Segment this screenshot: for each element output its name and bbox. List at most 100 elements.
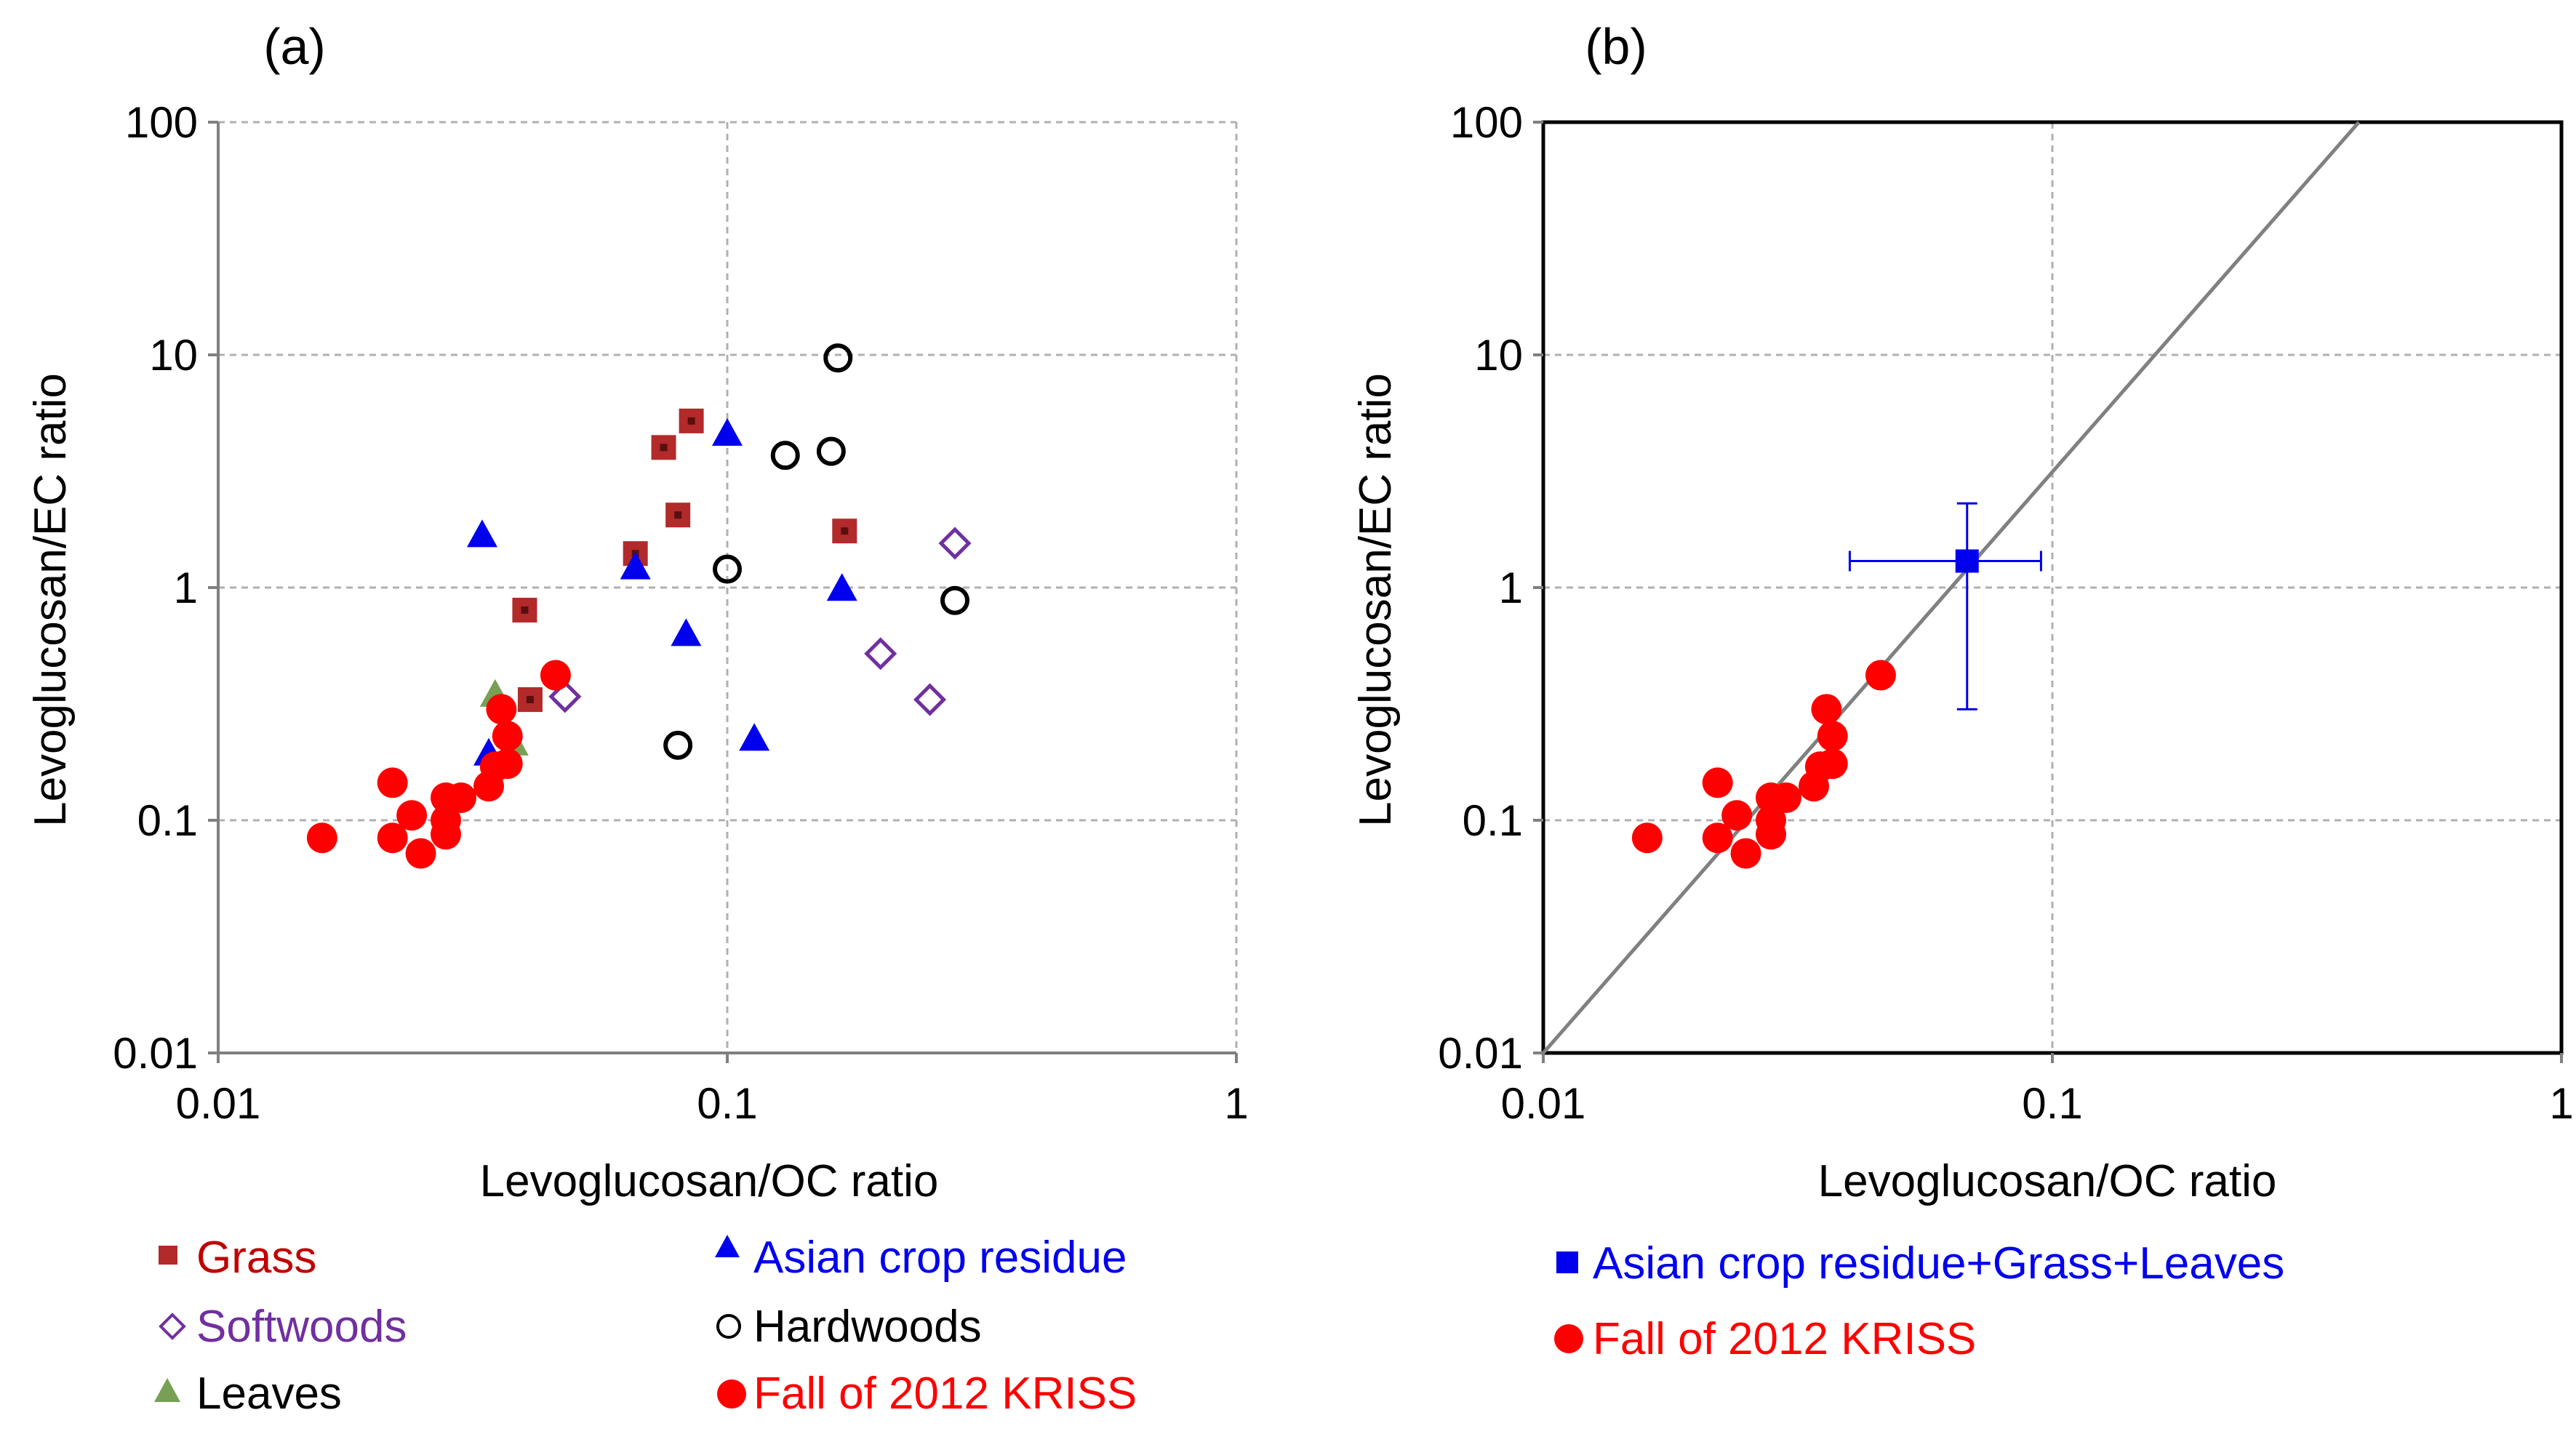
x-tick-label: 1: [1224, 1079, 1248, 1128]
point-softwoods: [938, 526, 972, 560]
legend-kriss-marker-b: [1554, 1324, 1583, 1353]
point-asian-crop-residue: [712, 417, 743, 446]
grid-b: [1543, 121, 2563, 1053]
x-tick-label: 0.01: [176, 1079, 261, 1128]
point-fall-of-2012-kriss: [1817, 748, 1848, 780]
y-tick-label: 100: [1450, 98, 1523, 147]
point-fall-of-2012-kriss: [1817, 721, 1848, 752]
point-fall-of-2012-kriss: [1721, 800, 1753, 831]
marks-b: [1542, 121, 2361, 1054]
x-axis-label-b: Levoglucosan/OC ratio: [1818, 1156, 2277, 1206]
y-tick-label: 0.01: [113, 1029, 198, 1078]
legend-combined-source-label: Asian crop residue+Grass+Leaves: [1593, 1238, 2284, 1289]
point-fall-of-2012-kriss: [540, 660, 571, 691]
point-softwoods: [913, 683, 947, 716]
point-hardwoods: [713, 554, 742, 584]
legend-b: Asian crop residue+Grass+Leaves Fall of …: [1554, 1238, 2284, 1364]
point-asian-crop-residue: [620, 551, 651, 580]
point-hardwoods: [770, 441, 800, 470]
grid-a: [218, 121, 1238, 1053]
point-fall-of-2012-kriss: [1702, 822, 1733, 854]
point-grass-core: [526, 696, 534, 704]
legend-kriss-label-b: Fall of 2012 KRISS: [1593, 1314, 1976, 1364]
point-asian-crop-residue-grass-leaves: [1955, 549, 1979, 573]
x-tick-label: 0.1: [2022, 1079, 2082, 1128]
panel-label-b: (b): [1585, 18, 1647, 75]
legend-a: Grass Asian crop residue Softwoods Hardw…: [154, 1233, 1137, 1419]
legend-asian-crop-residue-marker: [715, 1235, 740, 1257]
y-tick-label: 0.01: [1438, 1029, 1523, 1078]
point-fall-of-2012-kriss: [1811, 694, 1842, 725]
point-fall-of-2012-kriss: [1865, 660, 1896, 691]
point-asian-crop-residue: [466, 519, 497, 548]
point-grass-core: [674, 511, 682, 519]
x-tick-label: 0.01: [1501, 1079, 1586, 1128]
axes-b: [1533, 120, 2564, 1063]
point-softwoods: [548, 680, 582, 713]
series-fall-of-2012-kriss: [306, 660, 571, 869]
point-grass-core: [841, 527, 849, 535]
point-hardwoods: [940, 585, 970, 615]
point-grass-core: [521, 606, 529, 614]
point-fall-of-2012-kriss: [486, 694, 517, 725]
legend-hardwoods-marker: [716, 1314, 741, 1339]
legend-leaves-label: Leaves: [196, 1369, 342, 1419]
point-fall-of-2012-kriss: [492, 748, 523, 780]
point-asian-crop-residue: [739, 723, 770, 751]
point-hardwoods: [816, 436, 846, 466]
point-grass-core: [660, 444, 668, 452]
series-asian-crop-residue: [466, 417, 857, 766]
marks-a: [306, 343, 972, 869]
y-tick-label: 0.1: [1463, 796, 1523, 845]
panel-label-a: (a): [263, 18, 326, 75]
y-axis-label-b: Levoglucosan/EC ratio: [1351, 373, 1401, 827]
series-softwoods: [548, 526, 972, 716]
legend-asian-crop-residue-label: Asian crop residue: [753, 1233, 1127, 1283]
tick-labels-b: 0.01 0.1 1 10 100 0.01 0.1 1: [1438, 98, 2573, 1128]
reference-line-1to1: [1542, 121, 2361, 1054]
point-asian-crop-residue: [671, 618, 702, 646]
y-tick-label: 0.1: [137, 796, 198, 845]
y-tick-label: 100: [125, 98, 198, 147]
series-asian-crop-residue-grass-leaves: [1848, 502, 2042, 710]
point-fall-of-2012-kriss: [1730, 838, 1761, 869]
point-fall-of-2012-kriss: [396, 800, 428, 831]
legend-softwoods-marker: [159, 1313, 186, 1340]
point-fall-of-2012-kriss: [306, 822, 337, 854]
legend-hardwoods-label: Hardwoods: [753, 1302, 982, 1352]
legend-kriss-marker-a: [717, 1379, 746, 1409]
y-axis-label-a: Levoglucosan/EC ratio: [25, 373, 76, 827]
point-fall-of-2012-kriss: [1631, 822, 1663, 854]
y-tick-label: 1: [174, 564, 198, 612]
legend-softwoods-label: Softwoods: [196, 1302, 407, 1352]
axes-a: [208, 121, 1238, 1063]
point-fall-of-2012-kriss: [445, 782, 476, 813]
point-fall-of-2012-kriss: [1770, 782, 1801, 813]
point-grass-core: [687, 417, 695, 425]
series-grass: [512, 408, 857, 713]
point-fall-of-2012-kriss: [377, 822, 408, 854]
point-fall-of-2012-kriss: [377, 767, 408, 798]
x-tick-label: 1: [2549, 1079, 2573, 1128]
legend-grass-label: Grass: [196, 1233, 316, 1283]
tick-labels-a: 0.01 0.1 1 10 100 0.01 0.1 1: [113, 98, 1248, 1128]
panel-b: (b) 0.01 0.1 1 10 100 0.01 0.1 1 Levoglucosan/O…: [1351, 18, 2574, 1206]
y-tick-label: 10: [1474, 331, 1523, 380]
panel-a: (a) 0.01 0.1 1 10 100 0.01 0.1 1 Levoglucosan/O…: [25, 18, 1249, 1206]
point-softwoods: [864, 637, 897, 670]
legend-combined-source-marker: [1556, 1251, 1578, 1273]
series-hardwoods: [663, 343, 970, 760]
legend-leaves-marker: [154, 1378, 180, 1402]
x-tick-label: 0.1: [697, 1079, 757, 1128]
y-tick-label: 10: [149, 331, 198, 380]
point-fall-of-2012-kriss: [1702, 767, 1733, 798]
point-fall-of-2012-kriss: [405, 838, 436, 869]
legend-kriss-label-a: Fall of 2012 KRISS: [753, 1369, 1137, 1419]
legend-grass-marker: [159, 1246, 177, 1265]
point-hardwoods: [663, 730, 693, 760]
point-fall-of-2012-kriss: [1756, 819, 1787, 850]
series-fall-of-2012-kriss: [1631, 660, 1896, 869]
point-hardwoods: [823, 343, 853, 373]
point-asian-crop-residue: [826, 573, 857, 601]
